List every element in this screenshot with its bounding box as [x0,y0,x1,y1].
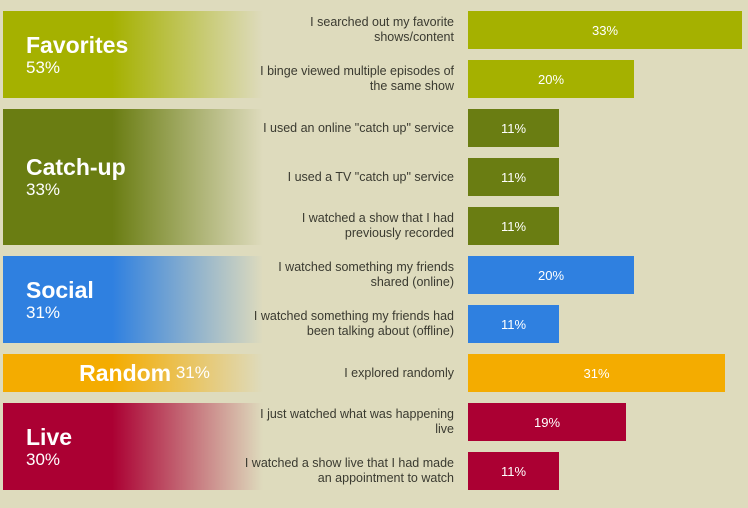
item-label: I used a TV "catch up" service [287,169,454,184]
bar-value-label: 11% [500,463,527,479]
item-label: I watched a show live that I had made an… [244,456,454,485]
bar: 20% [468,60,634,98]
group-block-random: Random 31% [3,354,263,392]
group-block-live: Live 30% [3,403,263,490]
bar-value-label: 31% [583,365,610,381]
item-label: I just watched what was happening live [260,407,454,436]
group-percent: 31% [26,302,61,322]
group-name: Catch-up [26,154,126,180]
group-percent: 53% [26,57,61,77]
bar: 11% [468,109,559,147]
bar: 20% [468,256,634,294]
group-name: Random [79,360,172,386]
group-name: Favorites [26,31,129,58]
bar-value-label: 11% [500,218,527,234]
group-percent: 33% [26,180,61,199]
bar: 11% [468,207,559,245]
bar-value-label: 11% [500,169,527,185]
bar-value-label: 20% [537,71,565,87]
bar-value-label: 20% [537,267,565,283]
bar: 19% [468,403,626,441]
bar-value-label: 19% [533,414,561,430]
item-label: I explored randomly [344,365,454,380]
item-label: I watched something my friends shared (o… [278,260,454,289]
bar-value-label: 33% [591,22,619,38]
group-percent: 31% [171,363,210,382]
bar-value-label: 11% [500,120,527,136]
item-label: I used an online "catch up" service [263,120,454,135]
group-block-favorites: Favorites 53% [3,11,263,98]
bar-value-label: 11% [500,316,527,332]
item-label: I watched something my friends had been … [253,309,454,338]
group-name: Live [26,423,73,450]
group-block-catch-up: Catch-up 33% [3,109,263,245]
group-name: Social [26,276,94,303]
group-percent: 30% [26,449,61,469]
item-label: I binge viewed multiple episodes of the … [260,64,454,93]
item-label: I searched out my favorite shows/content [310,15,454,44]
bar: 33% [468,11,742,49]
item-label: I watched a show that I had previously r… [301,211,454,240]
bar: 11% [468,452,559,490]
bar: 31% [468,354,725,392]
group-block-social: Social 31% [3,256,263,343]
bar: 11% [468,305,559,343]
bar: 11% [468,158,559,196]
